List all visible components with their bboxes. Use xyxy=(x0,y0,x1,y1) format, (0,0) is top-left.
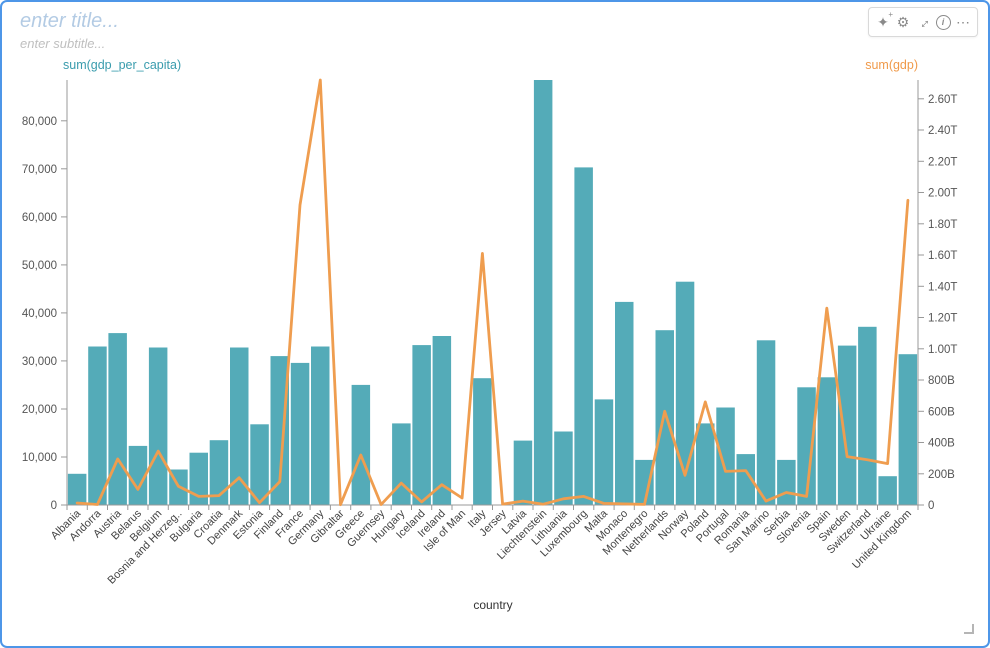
bar-Latvia xyxy=(513,440,533,505)
info-button[interactable]: i xyxy=(933,10,953,34)
svg-text:600B: 600B xyxy=(928,406,955,418)
magic-wand-button[interactable]: ✦ + xyxy=(873,10,893,34)
bar-Germany xyxy=(311,346,330,505)
svg-text:0: 0 xyxy=(51,500,57,512)
svg-text:70,000: 70,000 xyxy=(22,164,57,176)
svg-text:800B: 800B xyxy=(928,375,955,387)
more-options-button[interactable]: ⋯ xyxy=(953,10,973,34)
info-icon: i xyxy=(935,14,951,30)
settings-button[interactable]: ⚙ xyxy=(893,10,913,34)
bar-Liechtenstein xyxy=(533,80,553,505)
resize-handle[interactable] xyxy=(964,624,974,634)
bar-Slovenia xyxy=(797,387,816,505)
svg-text:2.00T: 2.00T xyxy=(928,188,957,200)
bar-Ukraine xyxy=(878,476,897,505)
svg-text:50,000: 50,000 xyxy=(22,260,57,272)
bar-Denmark xyxy=(230,347,249,505)
bar-Spain xyxy=(817,377,837,505)
magic-wand-icon: ✦ xyxy=(877,14,889,30)
svg-text:2.60T: 2.60T xyxy=(928,94,957,106)
bar-Poland xyxy=(696,423,715,505)
bar-Austria xyxy=(108,333,127,505)
bar-Italy xyxy=(473,378,492,505)
svg-text:400B: 400B xyxy=(928,438,955,450)
bar-United Kingdom xyxy=(898,354,918,505)
svg-text:1.80T: 1.80T xyxy=(928,219,957,231)
bar-Hungary xyxy=(392,423,411,505)
bar-Monaco xyxy=(615,301,634,505)
bar-Ireland xyxy=(432,336,452,505)
bar-Switzerland xyxy=(858,326,877,505)
svg-text:60,000: 60,000 xyxy=(22,212,57,224)
bar-San Marino xyxy=(756,340,776,505)
bar-Sweden xyxy=(837,345,857,505)
gear-icon: ⚙ xyxy=(896,14,910,30)
bar-Albania xyxy=(67,473,87,505)
svg-text:20,000: 20,000 xyxy=(22,404,57,416)
bar-Greece xyxy=(351,384,371,505)
svg-text:40,000: 40,000 xyxy=(22,308,57,320)
svg-text:0: 0 xyxy=(928,500,934,512)
bar-Malta xyxy=(594,399,614,505)
svg-text:1.60T: 1.60T xyxy=(928,250,957,262)
bar-Estonia xyxy=(250,424,269,505)
svg-text:80,000: 80,000 xyxy=(22,116,57,128)
x-axis-title: country xyxy=(473,598,512,612)
svg-text:1.40T: 1.40T xyxy=(928,281,957,293)
chart-toolbar: ✦ + ⚙ ↔ i ⋯ xyxy=(868,7,978,37)
bar-Luxembourg xyxy=(574,167,593,505)
bar-Andorra xyxy=(88,346,107,505)
bar-series xyxy=(67,80,918,505)
bar-Lithuania xyxy=(554,431,573,505)
bar-Norway xyxy=(675,281,695,505)
bar-Portugal xyxy=(716,407,735,505)
svg-text:1.00T: 1.00T xyxy=(928,344,957,356)
bar-Romania xyxy=(736,454,755,505)
magic-plus-icon: + xyxy=(888,10,893,19)
bar-Belgium xyxy=(148,347,168,505)
left-axis-title: sum(gdp_per_capita) xyxy=(63,58,181,72)
left-axis-tick-labels: 0 10,000 20,000 30,000 40,000 50,000 60,000 70,… xyxy=(22,116,57,512)
svg-text:200B: 200B xyxy=(928,469,955,481)
bar-Bulgaria xyxy=(189,452,208,505)
bar-Montenegro xyxy=(635,459,654,505)
svg-text:2.20T: 2.20T xyxy=(928,156,957,168)
svg-text:10,000: 10,000 xyxy=(22,452,57,464)
bar-Croatia xyxy=(209,440,229,505)
axes xyxy=(61,80,924,510)
bar-Serbia xyxy=(777,459,796,505)
bar-France xyxy=(290,362,310,505)
svg-text:30,000: 30,000 xyxy=(22,356,57,368)
right-axis-title: sum(gdp) xyxy=(865,58,918,72)
bar-Finland xyxy=(270,356,289,505)
bar-Iceland xyxy=(412,345,431,505)
subtitle-input[interactable]: enter subtitle... xyxy=(20,36,106,51)
bar-Belarus xyxy=(128,445,148,505)
title-input[interactable]: enter title... xyxy=(20,10,119,32)
x-axis-category-labels: AlbaniaAndorraAustriaBelarusBelgiumBosni… xyxy=(49,507,914,587)
line-series xyxy=(75,78,910,507)
svg-text:2.40T: 2.40T xyxy=(928,125,957,137)
right-axis-tick-labels: 0 200B 400B 600B 800B 1.00T 1.20T 1.40T 1.60T 1.8… xyxy=(928,94,957,512)
svg-text:1.20T: 1.20T xyxy=(928,313,957,325)
ellipsis-icon: ⋯ xyxy=(956,14,970,30)
